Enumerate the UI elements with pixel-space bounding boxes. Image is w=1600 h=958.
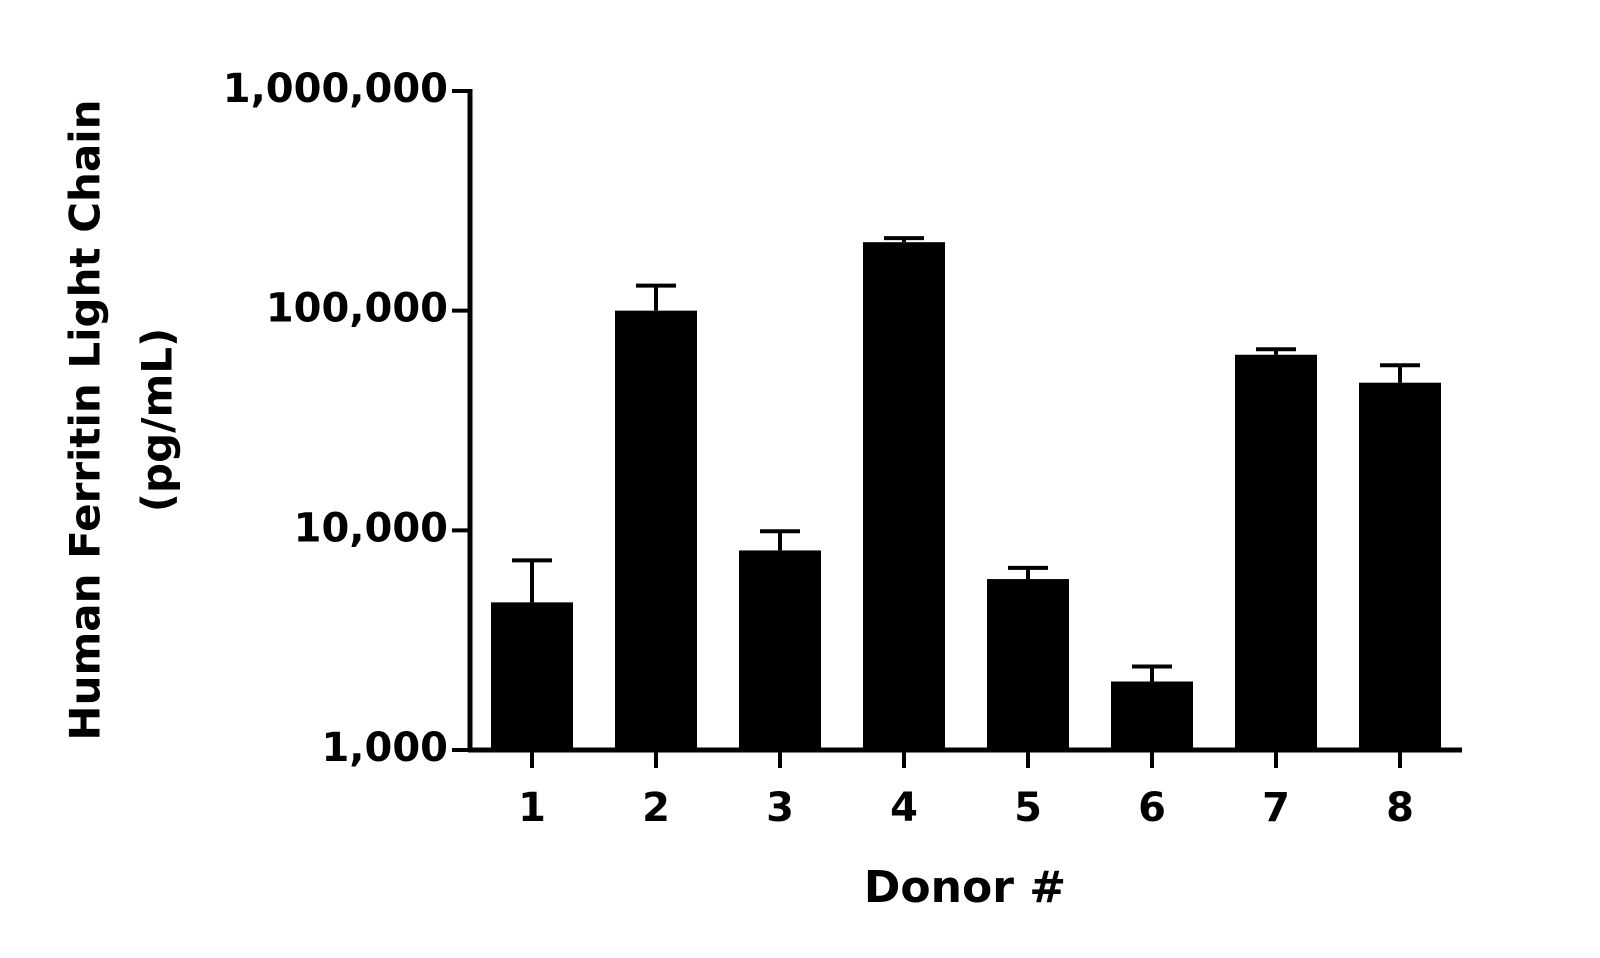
bar	[987, 579, 1069, 750]
error-bar	[512, 558, 552, 603]
y-tick-label: 10,000	[294, 505, 448, 551]
error-bar	[884, 236, 924, 243]
x-tick-label: 3	[766, 785, 794, 831]
error-bar	[1008, 565, 1048, 580]
x-tick-label: 5	[1014, 785, 1042, 831]
x-tick-label: 7	[1262, 785, 1290, 831]
y-axis-label: Human Ferritin Light Chain (pg/mL)	[61, 99, 182, 740]
error-bar	[636, 283, 676, 311]
x-tick-label: 8	[1386, 785, 1414, 831]
y-axis-label-line: (pg/mL)	[133, 328, 182, 512]
error-bar	[1380, 363, 1420, 383]
x-axis-label: Donor #	[864, 862, 1066, 913]
error-bar	[1132, 664, 1172, 682]
y-tick-label: 1,000,000	[223, 66, 448, 112]
bar	[863, 242, 945, 750]
y-tick-label: 100,000	[266, 286, 448, 332]
bar	[1359, 382, 1441, 750]
x-tick-label: 6	[1138, 785, 1166, 831]
x-tick-label: 2	[642, 785, 670, 831]
bar	[491, 602, 573, 750]
bar	[615, 310, 697, 750]
bar	[739, 550, 821, 750]
x-tick-label: 4	[890, 785, 918, 831]
y-axis-label-line: Human Ferritin Light Chain	[61, 99, 110, 740]
error-bar	[760, 529, 800, 551]
x-tick-label: 1	[518, 785, 546, 831]
y-tick-label: 1,000	[321, 725, 448, 771]
bar	[1235, 354, 1317, 750]
error-bar	[1256, 347, 1296, 355]
bar	[1111, 681, 1193, 750]
